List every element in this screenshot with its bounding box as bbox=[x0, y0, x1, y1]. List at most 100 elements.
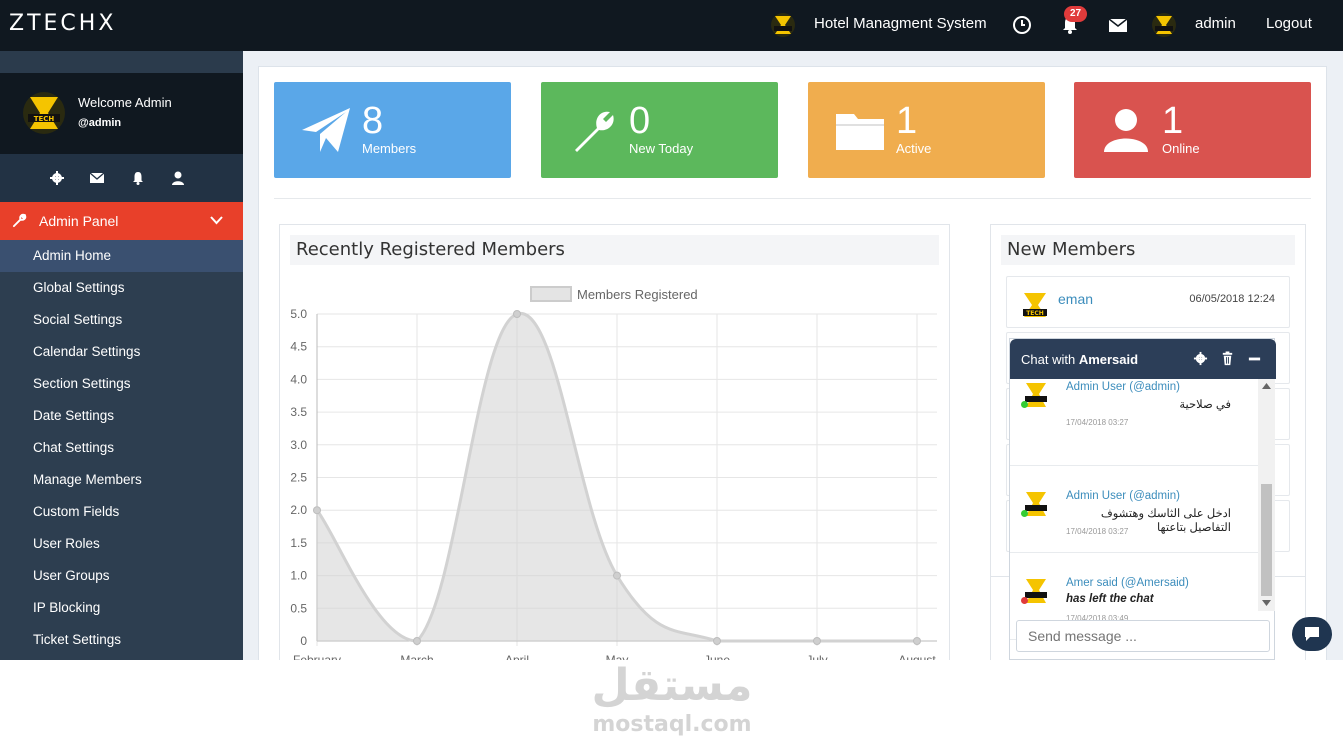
chat-avatar bbox=[1025, 492, 1047, 516]
sidebar-item-global-settings[interactable]: Global Settings bbox=[33, 280, 125, 295]
data-point bbox=[413, 637, 421, 645]
chat-scrollbar[interactable] bbox=[1258, 379, 1275, 611]
admin-panel-label: Admin Panel bbox=[39, 213, 119, 229]
stat-value: 0 bbox=[629, 100, 651, 142]
gear-icon[interactable] bbox=[49, 170, 65, 186]
data-point bbox=[313, 506, 321, 515]
legend-swatch bbox=[530, 286, 572, 302]
chat-avatar bbox=[1025, 579, 1047, 603]
stat-label: Active bbox=[896, 141, 932, 156]
stat-value: 1 bbox=[896, 100, 918, 142]
x-tick-label: April bbox=[505, 653, 529, 660]
user-avatar[interactable] bbox=[1151, 12, 1177, 38]
sidebar-item-ip-blocking[interactable]: IP Blocking bbox=[33, 600, 101, 615]
brand-logo[interactable]: ZTECHX bbox=[9, 11, 117, 36]
bell-icon[interactable] bbox=[130, 170, 146, 186]
chat-title: Chat with Amersaid bbox=[1021, 352, 1138, 367]
chat-toggle-button[interactable] bbox=[1292, 617, 1332, 651]
wrench-icon bbox=[575, 111, 614, 152]
data-point bbox=[713, 637, 721, 645]
gear-icon[interactable] bbox=[1193, 351, 1208, 366]
mail-icon[interactable] bbox=[1107, 14, 1129, 36]
chevron-down-icon bbox=[210, 216, 223, 225]
trash-icon[interactable] bbox=[1220, 351, 1235, 366]
sidebar-item-ticket-settings[interactable]: Ticket Settings bbox=[33, 632, 122, 647]
member-avatar: TECH bbox=[1023, 293, 1047, 317]
svg-text:TECH: TECH bbox=[1026, 310, 1044, 317]
scroll-down-icon[interactable] bbox=[1262, 600, 1271, 606]
x-tick-label: July bbox=[806, 653, 827, 660]
chat-message-text: ادخل على الثاسك وهتشوف التفاصيل بتاعتها bbox=[1100, 508, 1231, 534]
status-dot bbox=[1021, 401, 1028, 408]
mail-icon[interactable] bbox=[89, 170, 105, 186]
sidebar-item-chat-settings[interactable]: Chat Settings bbox=[33, 440, 115, 455]
member-name[interactable]: eman bbox=[1058, 291, 1094, 307]
user-icon[interactable] bbox=[170, 170, 186, 186]
recent-members-title: Recently Registered Members bbox=[290, 235, 939, 265]
sidebar-item-calendar-settings[interactable]: Calendar Settings bbox=[33, 344, 141, 359]
y-tick-label: 4.0 bbox=[290, 372, 307, 386]
sidebar-item-user-groups[interactable]: User Groups bbox=[33, 568, 110, 583]
x-tick-label: May bbox=[606, 653, 629, 660]
y-tick-label: 1.0 bbox=[290, 569, 307, 583]
paper-plane-icon bbox=[302, 108, 350, 152]
chat-message-user[interactable]: Admin User (@admin) bbox=[1066, 490, 1180, 502]
status-dot bbox=[1021, 510, 1028, 517]
chat-partner-name: Amersaid bbox=[1078, 352, 1139, 367]
chat-bubble-icon bbox=[1305, 627, 1319, 641]
stat-label: Members bbox=[362, 141, 417, 156]
chat-title-prefix: Chat with bbox=[1021, 352, 1079, 367]
logout-link[interactable]: Logout bbox=[1266, 15, 1312, 32]
sidebar: TECH Welcome Admin @admin bbox=[0, 51, 243, 660]
stat-label: Online bbox=[1162, 141, 1200, 156]
sidebar-item-section-settings[interactable]: Section Settings bbox=[33, 376, 131, 391]
sidebar-user-panel: TECH Welcome Admin @admin bbox=[0, 73, 243, 154]
chat-scroll-thumb[interactable] bbox=[1261, 484, 1272, 596]
sidebar-item-custom-fields[interactable]: Custom Fields bbox=[33, 504, 120, 519]
y-tick-label: 4.5 bbox=[290, 340, 307, 354]
new-member-row[interactable]: TECH eman 06/05/2018 12:24 bbox=[1006, 276, 1290, 328]
sidebar-menu: Admin Home Global Settings Social Settings… bbox=[0, 240, 243, 656]
scroll-up-icon[interactable] bbox=[1262, 383, 1271, 389]
stat-card-new-today[interactable]: 0 New Today bbox=[541, 82, 778, 178]
clock-icon[interactable] bbox=[1011, 14, 1033, 36]
user-icon bbox=[1104, 109, 1148, 152]
chat-message-user[interactable]: Admin User (@admin) bbox=[1066, 381, 1180, 393]
stat-card-online[interactable]: 1 Online bbox=[1074, 82, 1311, 178]
notification-count-badge: 27 bbox=[1064, 6, 1088, 22]
x-tick-label: March bbox=[400, 653, 433, 660]
data-point bbox=[513, 310, 521, 318]
data-point bbox=[913, 637, 921, 645]
sidebar-item-date-settings[interactable]: Date Settings bbox=[33, 408, 115, 423]
sidebar-item-user-roles[interactable]: User Roles bbox=[33, 536, 100, 551]
chat-message-input[interactable] bbox=[1016, 620, 1270, 652]
y-tick-label: 3.5 bbox=[290, 405, 307, 419]
y-tick-label: 0.5 bbox=[290, 601, 307, 615]
system-name: Hotel Managment System bbox=[814, 15, 987, 32]
chat-message-text: has left the chat bbox=[1066, 593, 1154, 605]
data-point bbox=[613, 571, 621, 580]
svg-text:TECH: TECH bbox=[34, 115, 55, 123]
stat-card-members[interactable]: 8 Members bbox=[274, 82, 511, 178]
admin-handle: @admin bbox=[78, 117, 122, 129]
admin-avatar: TECH bbox=[23, 92, 65, 134]
status-dot bbox=[1021, 597, 1028, 604]
chat-message-time: 17/04/2018 03:27 bbox=[1066, 527, 1129, 536]
y-tick-label: 1.5 bbox=[290, 536, 307, 550]
stat-value: 1 bbox=[1162, 100, 1184, 142]
chat-header[interactable]: Chat with Amersaid bbox=[1010, 339, 1276, 379]
sidebar-quick-icons bbox=[0, 154, 243, 202]
sidebar-item-manage-members[interactable]: Manage Members bbox=[33, 472, 142, 487]
stat-card-active[interactable]: 1 Active bbox=[808, 82, 1045, 178]
username-link[interactable]: admin bbox=[1195, 15, 1236, 32]
sidebar-item-admin-home[interactable]: Admin Home bbox=[0, 240, 243, 272]
members-chart: Members Registered 0 0.5 1.0 1.5 2.0 2.5 3.0 3.5… bbox=[290, 286, 937, 660]
minimize-icon[interactable] bbox=[1247, 351, 1262, 366]
admin-panel-toggle[interactable]: Admin Panel bbox=[0, 202, 243, 240]
sidebar-item-social-settings[interactable]: Social Settings bbox=[33, 312, 123, 327]
data-point bbox=[813, 637, 821, 645]
chat-message: Admin User (@admin) ادخل على الثاسك وهتشو… bbox=[1010, 466, 1258, 553]
chat-message-user[interactable]: Amer said (@Amersaid) bbox=[1066, 577, 1189, 589]
member-date: 06/05/2018 12:24 bbox=[1189, 293, 1275, 305]
watermark-latin: mostaql.com bbox=[592, 712, 752, 737]
